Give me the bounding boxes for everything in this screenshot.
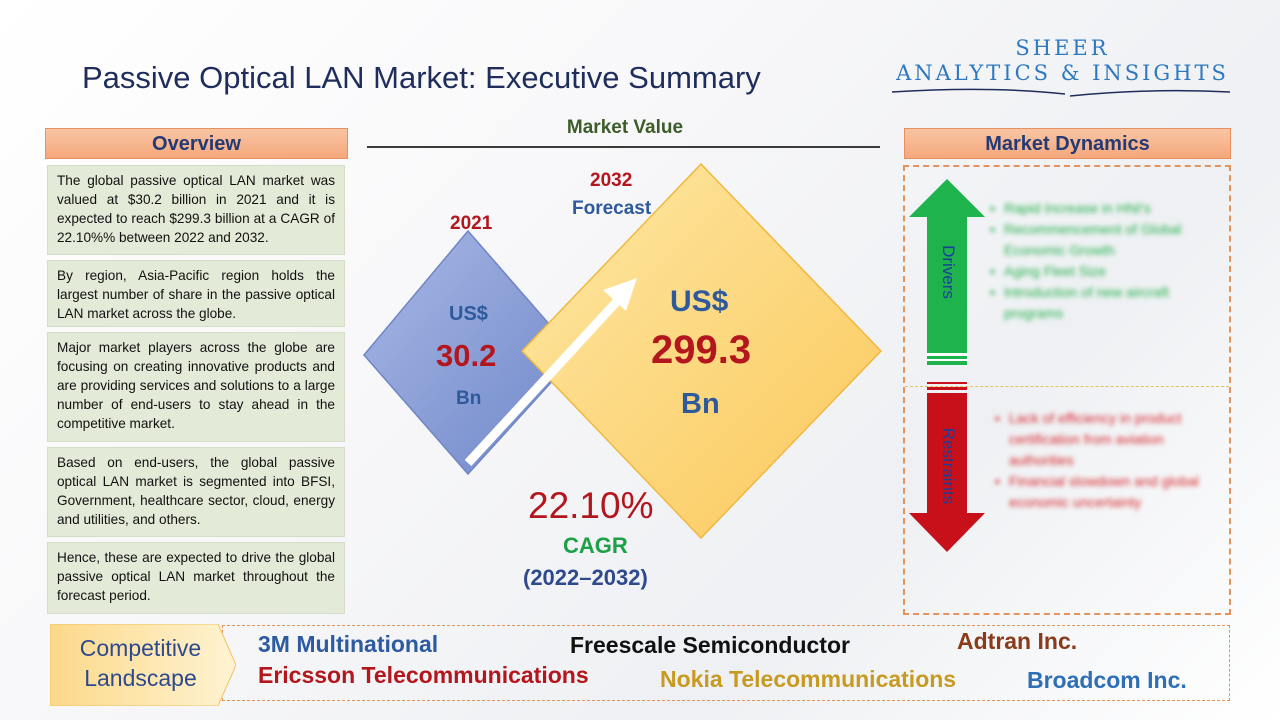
overview-paragraph: By region, Asia-Pacific region holds the…	[47, 260, 345, 327]
page-title: Passive Optical LAN Market: Executive Su…	[82, 60, 761, 95]
competitive-landscape-badge-icon	[50, 624, 236, 706]
driver-item: Introduction of new aircraft programs	[990, 282, 1225, 324]
restraints-arrow-icon	[909, 382, 985, 552]
restraint-item: Lack of efficiency in product certificat…	[995, 408, 1225, 471]
logo-line-2: ANALYTICS & INSIGHTS	[896, 61, 1229, 85]
cagr-label: CAGR	[563, 533, 628, 558]
company-name: Adtran Inc.	[957, 628, 1078, 654]
logo-line-1: SHEER	[1015, 36, 1110, 60]
start-unit: Bn	[456, 388, 482, 409]
driver-item: Rapid Increase in HNI's	[990, 198, 1225, 219]
company-name: 3M Multinational	[258, 631, 439, 657]
dynamics-divider	[905, 386, 1229, 387]
overview-paragraph: The global passive optical LAN market wa…	[47, 165, 345, 255]
company-name: Ericsson Telecommunications	[258, 662, 589, 688]
market-dynamics-header: Market Dynamics	[904, 128, 1231, 159]
diamond-2021	[363, 229, 578, 476]
company-name: Freescale Semiconductor	[570, 632, 850, 658]
dynamics-arrows	[909, 179, 985, 552]
competitive-landscape-label: Competitive Landscape	[58, 633, 223, 693]
restraints-label: Restraints	[939, 427, 958, 505]
cagr-period: (2022–2032)	[523, 565, 648, 590]
market-value-title: Market Value	[566, 117, 684, 138]
restraints-list: Lack of efficiency in product certificat…	[995, 408, 1225, 513]
market-value-divider	[367, 146, 880, 148]
drivers-list: Rapid Increase in HNI's Recommencement o…	[990, 198, 1225, 324]
company-name: Broadcom Inc.	[1027, 667, 1187, 693]
year-2032-label: 2032	[590, 170, 633, 191]
year-2021-label: 2021	[450, 213, 493, 234]
drivers-arrow-icon	[909, 179, 985, 365]
drivers-label: Drivers	[939, 245, 958, 299]
market-value-diagram	[363, 162, 883, 540]
cagr-value: 22.10%	[528, 485, 654, 526]
company-name: Nokia Telecommunications	[660, 666, 957, 692]
overview-paragraph: Hence, these are expected to drive the g…	[47, 542, 345, 614]
overview-paragraph: Major market players across the globe ar…	[47, 332, 345, 442]
start-value: 30.2	[436, 338, 497, 373]
growth-arrow-icon	[464, 278, 637, 467]
driver-item: Recommencement of Global Economic Growth	[990, 219, 1225, 261]
end-currency: US$	[670, 285, 729, 318]
company-logo: SHEER ANALYTICS & INSIGHTS	[890, 36, 1235, 102]
diamond-2032	[520, 162, 883, 540]
competitive-label-line-1: Competitive	[79, 635, 202, 661]
logo-swoosh-icon	[891, 88, 1231, 97]
competitive-label-line-2: Landscape	[84, 665, 197, 691]
forecast-label: Forecast	[572, 198, 652, 219]
end-unit: Bn	[681, 388, 720, 420]
market-dynamics-panel	[903, 165, 1231, 615]
start-currency: US$	[449, 303, 488, 325]
end-value: 299.3	[651, 328, 752, 372]
overview-paragraph: Based on end-users, the global passive o…	[47, 447, 345, 537]
driver-item: Aging Fleet Size	[990, 261, 1225, 282]
overview-header: Overview	[45, 128, 348, 159]
restraint-item: Financial slowdown and global economic u…	[995, 471, 1225, 513]
